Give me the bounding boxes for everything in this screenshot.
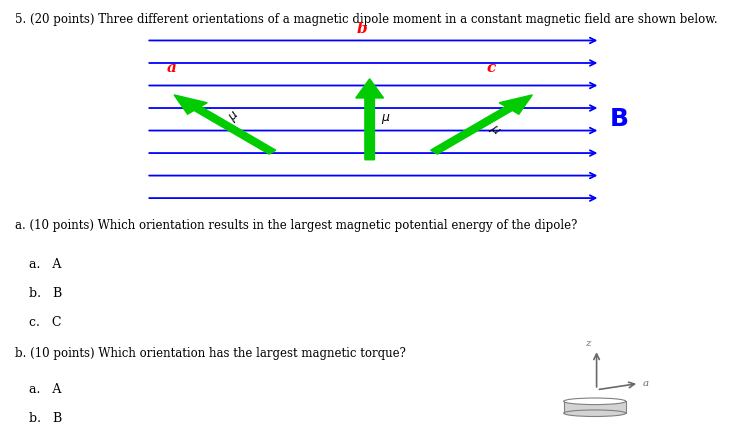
Text: a: a	[167, 60, 176, 75]
Text: $\mu$: $\mu$	[486, 122, 503, 138]
FancyArrow shape	[430, 95, 532, 154]
Text: $\mu$: $\mu$	[226, 109, 243, 125]
Ellipse shape	[564, 410, 626, 417]
Text: b.   B: b. B	[29, 412, 62, 426]
Text: a. (10 points) Which orientation results in the largest magnetic potential energ: a. (10 points) Which orientation results…	[15, 219, 577, 233]
Text: $\mathbf{B}$: $\mathbf{B}$	[609, 108, 628, 131]
Text: $\mu$: $\mu$	[381, 112, 391, 126]
Text: 5. (20 points) Three different orientations of a magnetic dipole moment in a con: 5. (20 points) Three different orientati…	[15, 13, 717, 26]
Ellipse shape	[564, 398, 626, 405]
Text: z: z	[585, 339, 591, 348]
FancyArrow shape	[174, 95, 276, 154]
Text: b.   B: b. B	[29, 287, 62, 300]
Text: a: a	[643, 379, 649, 388]
Text: b: b	[357, 22, 367, 36]
Bar	[564, 401, 626, 413]
Text: c: c	[487, 60, 496, 75]
FancyArrow shape	[356, 79, 384, 160]
Text: b. (10 points) Which orientation has the largest magnetic torque?: b. (10 points) Which orientation has the…	[15, 347, 406, 360]
Text: a.   A: a. A	[29, 258, 61, 271]
Text: a.   A: a. A	[29, 383, 61, 397]
Text: c.   C: c. C	[29, 316, 61, 329]
